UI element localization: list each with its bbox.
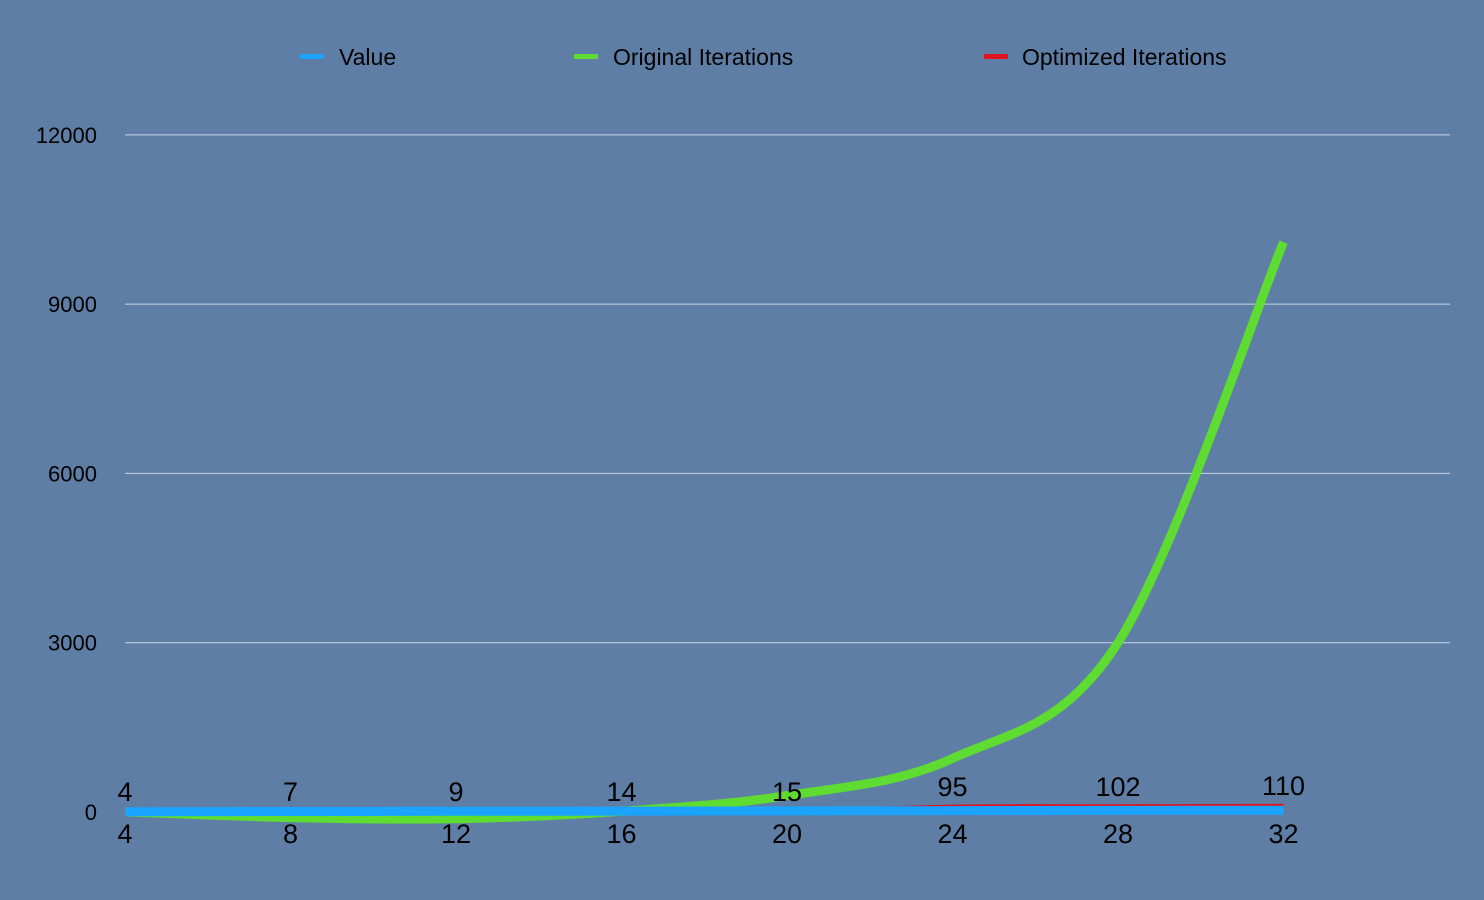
x-tick-label: 24 <box>937 819 967 849</box>
data-point-value <box>621 811 622 812</box>
x-tick-label: 8 <box>283 819 298 849</box>
data-label: 4 <box>117 777 132 807</box>
series-value <box>124 805 1284 817</box>
data-label-layer: 4 7 9 14 15 95 102 110 <box>117 771 1305 807</box>
legend-swatch <box>984 54 1008 59</box>
x-tick-label: 4 <box>117 819 132 849</box>
x-tick-label: 12 <box>441 819 471 849</box>
x-tick-label: 20 <box>772 819 802 849</box>
y-tick-label: 12000 <box>36 123 97 148</box>
legend-label: Original Iterations <box>613 44 793 70</box>
legend: Value Original Iterations Optimized Iterat… <box>300 44 1227 70</box>
data-point-value <box>290 811 291 812</box>
data-label: 95 <box>937 772 967 802</box>
legend-label: Value <box>339 44 396 70</box>
data-label: 110 <box>1262 771 1305 801</box>
data-label: 15 <box>772 777 802 807</box>
data-point-value <box>125 811 126 812</box>
series-layer <box>124 240 1288 824</box>
legend-swatch <box>574 54 598 59</box>
data-point-original-iterations <box>1118 642 1119 643</box>
data-point-value <box>1118 810 1119 811</box>
y-tick-label: 3000 <box>48 631 97 656</box>
data-label: 9 <box>448 777 463 807</box>
y-tick-label: 9000 <box>48 292 97 317</box>
data-label: 102 <box>1095 772 1140 802</box>
data-point-original-iterations <box>290 817 291 818</box>
grid-layer <box>125 134 1450 644</box>
tick-layer: 0 3000 6000 9000 12000 4 8 12 16 20 24 28 32 <box>36 123 1299 849</box>
series-line-value <box>124 805 1284 817</box>
data-point-value <box>1283 810 1284 811</box>
legend-item-value: Value <box>300 44 396 70</box>
data-label: 7 <box>283 777 298 807</box>
y-tick-label: 6000 <box>48 461 97 486</box>
data-point-value <box>456 811 457 812</box>
legend-label: Optimized Iterations <box>1022 44 1227 70</box>
legend-item-optimized-iterations: Optimized Iterations <box>984 44 1227 70</box>
x-tick-label: 32 <box>1268 819 1298 849</box>
data-point-value <box>952 810 953 811</box>
data-label: 14 <box>606 777 636 807</box>
x-tick-label: 16 <box>606 819 636 849</box>
data-point-original-iterations <box>1283 242 1284 243</box>
y-tick-label: 0 <box>85 800 97 825</box>
legend-swatch <box>300 54 324 59</box>
legend-item-original-iterations: Original Iterations <box>574 44 793 70</box>
series-line-original-iterations <box>124 240 1288 824</box>
data-point-original-iterations <box>952 758 953 759</box>
series-original-iterations <box>124 240 1288 824</box>
data-point-value <box>787 810 788 811</box>
x-tick-label: 28 <box>1103 819 1133 849</box>
